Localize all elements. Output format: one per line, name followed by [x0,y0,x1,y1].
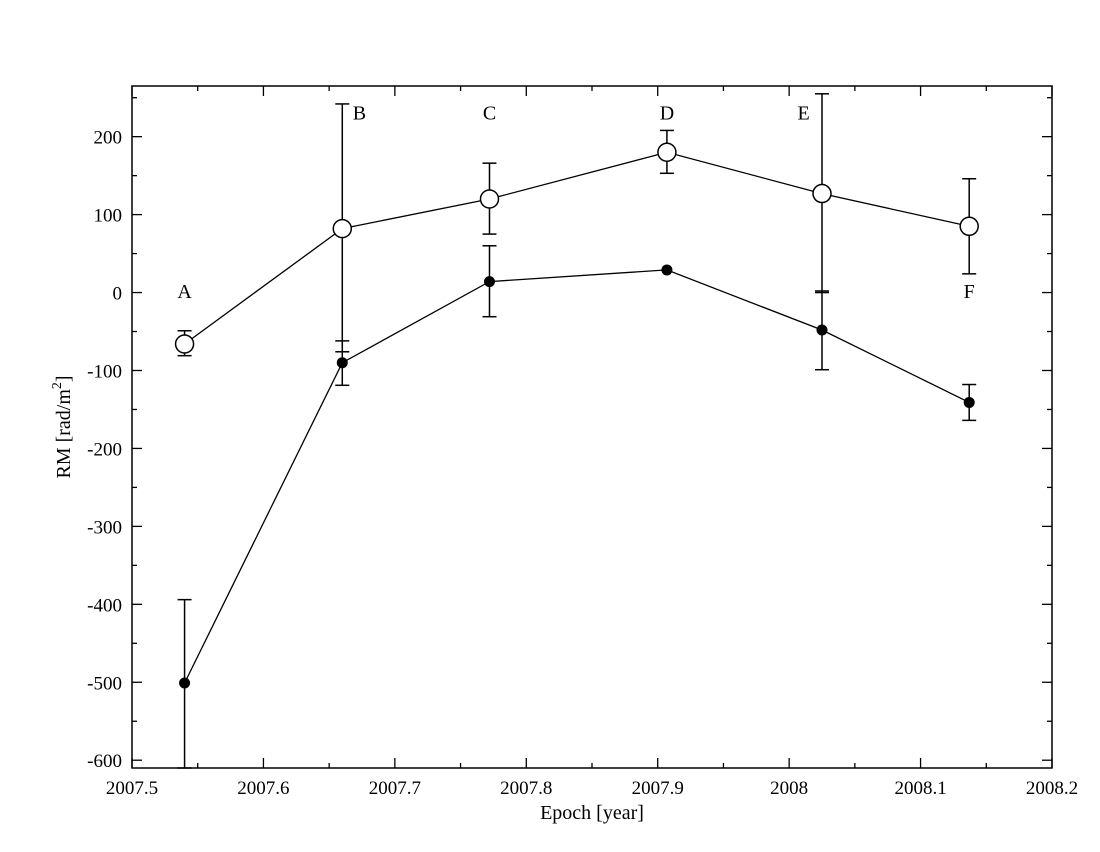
markers-layer [174,142,979,689]
error-bars-layer [177,93,977,769]
x-tick-label: 2007.6 [237,778,289,799]
series-1-point [479,189,500,209]
y-tick-label: 100 [94,206,123,227]
point-labels-layer: A B C D E F [177,103,974,303]
y-tick-label: 0 [113,284,123,305]
epoch-label-f: F [964,281,975,303]
x-tick-label: 2007.9 [632,778,684,799]
y-tick-label: -600 [87,751,122,772]
series-2-point [816,324,828,336]
series-2-point [661,264,673,276]
series-2-line [184,269,970,684]
series-1-point [332,218,353,239]
series-1-point [959,216,979,237]
epoch-label-b: B [353,103,366,125]
y-tick-label: -500 [87,673,122,694]
y-axis-title-superscript: 2 [50,382,65,389]
x-tick-label: 2007.7 [369,778,421,799]
epoch-label-c: C [483,103,496,125]
y-tick-label: -300 [87,517,122,538]
y-tick-label: -200 [87,439,122,460]
series-2-point [483,276,495,288]
plot-frame [131,85,1053,769]
epoch-label-d: D [660,103,674,125]
series-1-point [657,142,677,163]
series-2-point [336,357,348,369]
series-2-point [179,677,191,689]
epoch-label-e: E [797,103,809,125]
x-tick-label: 2007.5 [106,778,158,799]
y-tick-label: -400 [87,595,122,616]
y-axis-title-close: ] [53,375,75,382]
series-1-point [174,334,195,354]
series-1-point [812,183,832,204]
y-tick-label: 200 [94,128,123,149]
epoch-label-a: A [177,281,192,303]
x-tick-label: 2008.1 [894,778,946,799]
y-axis-title: RM [rad/m2] [50,375,75,478]
x-axis-title: Epoch [year] [540,802,644,824]
x-tick-label: 2008.2 [1026,778,1078,799]
ticks-layer: 2007.5 2007.6 2007.7 2007.8 2007.9 2008 2008.1… [87,86,1078,799]
x-tick-label: 2008 [770,778,808,799]
y-axis-title-main: RM [rad/m [53,389,75,479]
series-lines-layer [184,151,970,684]
x-tick-label: 2007.8 [500,778,552,799]
y-tick-label: -100 [87,361,122,382]
series-1-line [184,151,970,345]
series-2-point [963,396,975,408]
